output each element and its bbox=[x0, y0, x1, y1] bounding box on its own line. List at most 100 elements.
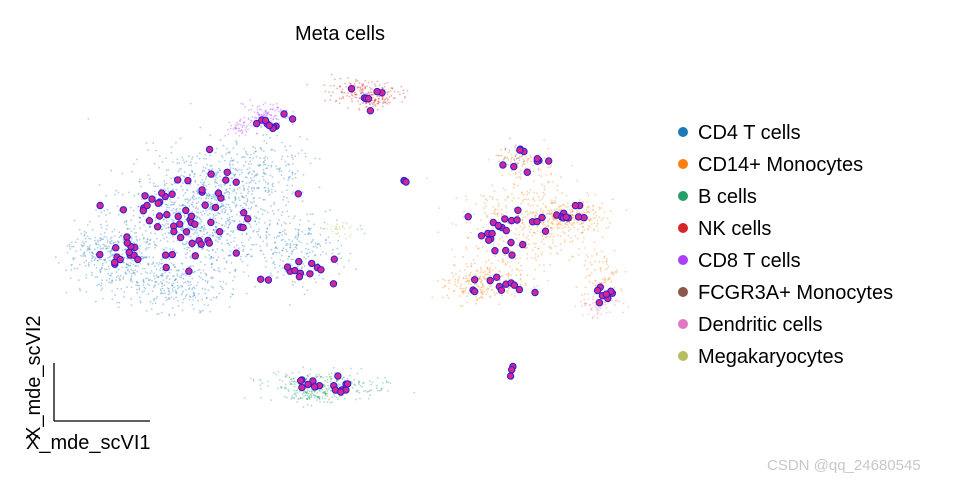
cell-point bbox=[355, 96, 358, 99]
cell-point bbox=[177, 232, 180, 234]
cell-point bbox=[323, 401, 326, 403]
cell-point bbox=[194, 231, 197, 234]
cell-point bbox=[210, 263, 213, 266]
cell-point bbox=[591, 255, 593, 257]
cell-point bbox=[507, 274, 510, 276]
cell-point bbox=[311, 390, 313, 393]
cell-point bbox=[54, 256, 57, 259]
cell-point bbox=[245, 176, 248, 179]
cell-point bbox=[281, 249, 284, 252]
cell-point bbox=[165, 169, 168, 172]
cell-point bbox=[199, 310, 202, 313]
metacell-point bbox=[197, 240, 205, 248]
cell-point bbox=[117, 275, 120, 277]
cell-point bbox=[292, 248, 295, 251]
cell-point bbox=[102, 247, 105, 250]
cell-point bbox=[235, 192, 238, 195]
cell-point bbox=[335, 227, 338, 229]
cell-point bbox=[490, 284, 493, 287]
cell-point bbox=[308, 227, 310, 230]
cell-point bbox=[153, 275, 155, 277]
cell-point bbox=[508, 149, 511, 152]
cell-point bbox=[353, 83, 356, 85]
cell-point bbox=[370, 102, 373, 104]
cell-point bbox=[165, 277, 168, 280]
cell-point bbox=[401, 101, 403, 103]
cell-point bbox=[519, 277, 522, 280]
cell-point bbox=[278, 170, 281, 173]
cell-point bbox=[223, 159, 226, 162]
cell-point bbox=[594, 279, 597, 282]
cell-point bbox=[234, 270, 237, 273]
cell-point bbox=[207, 192, 210, 195]
cell-point bbox=[569, 211, 572, 213]
cell-point bbox=[232, 159, 235, 162]
cell-point bbox=[100, 226, 103, 229]
cell-point bbox=[507, 158, 510, 161]
cell-point bbox=[355, 268, 357, 271]
cell-point bbox=[247, 171, 250, 174]
cell-point bbox=[255, 155, 258, 158]
cell-point bbox=[247, 128, 250, 131]
cell-point bbox=[508, 272, 511, 275]
cell-point bbox=[172, 188, 174, 191]
cell-point bbox=[206, 280, 209, 283]
cell-point bbox=[328, 373, 330, 376]
cell-point bbox=[590, 218, 592, 221]
cell-point bbox=[278, 168, 281, 171]
cell-point bbox=[291, 177, 294, 180]
cell-point bbox=[509, 249, 512, 252]
cell-point bbox=[549, 201, 552, 204]
cell-point bbox=[292, 377, 295, 380]
cell-point bbox=[209, 207, 212, 210]
cell-point bbox=[215, 226, 218, 229]
cell-point bbox=[75, 250, 78, 253]
cell-point bbox=[338, 252, 341, 255]
metacell-point bbox=[244, 215, 252, 223]
cell-point bbox=[580, 221, 583, 224]
cell-point bbox=[214, 217, 217, 220]
cell-point bbox=[475, 245, 478, 248]
cell-point bbox=[223, 183, 226, 186]
cell-point bbox=[241, 131, 244, 134]
cell-point bbox=[172, 221, 174, 223]
cell-point bbox=[614, 299, 617, 302]
cell-point bbox=[259, 384, 262, 386]
cell-point bbox=[614, 270, 617, 273]
cell-point bbox=[302, 174, 305, 176]
cell-point bbox=[304, 155, 307, 158]
cell-point bbox=[222, 204, 225, 207]
cell-point bbox=[608, 278, 610, 281]
cell-point bbox=[165, 203, 168, 206]
cell-point bbox=[358, 391, 361, 394]
cell-point bbox=[486, 273, 489, 276]
cell-point bbox=[526, 246, 528, 249]
cell-point bbox=[593, 241, 596, 244]
cell-point bbox=[364, 79, 367, 82]
cell-point bbox=[560, 176, 562, 179]
cell-point bbox=[438, 207, 441, 210]
cell-point bbox=[513, 158, 516, 161]
cell-point bbox=[233, 276, 236, 278]
cell-point bbox=[278, 219, 280, 221]
cell-point bbox=[215, 259, 218, 262]
cell-point bbox=[220, 205, 222, 208]
cell-point bbox=[499, 271, 501, 273]
cell-point bbox=[497, 203, 500, 205]
cell-point bbox=[305, 397, 308, 400]
cell-point bbox=[590, 223, 593, 225]
cell-point bbox=[464, 288, 467, 290]
cell-point bbox=[229, 295, 232, 298]
cell-point bbox=[231, 159, 234, 162]
cell-point bbox=[239, 204, 242, 207]
cell-point bbox=[462, 288, 465, 290]
cell-point bbox=[220, 235, 223, 238]
cell-point bbox=[559, 221, 561, 223]
cell-point bbox=[242, 122, 245, 125]
cell-point bbox=[117, 241, 120, 243]
cell-point bbox=[126, 263, 128, 266]
cell-point bbox=[243, 397, 246, 399]
cell-point bbox=[272, 116, 275, 118]
cell-point bbox=[173, 263, 175, 266]
cell-point bbox=[304, 391, 307, 394]
